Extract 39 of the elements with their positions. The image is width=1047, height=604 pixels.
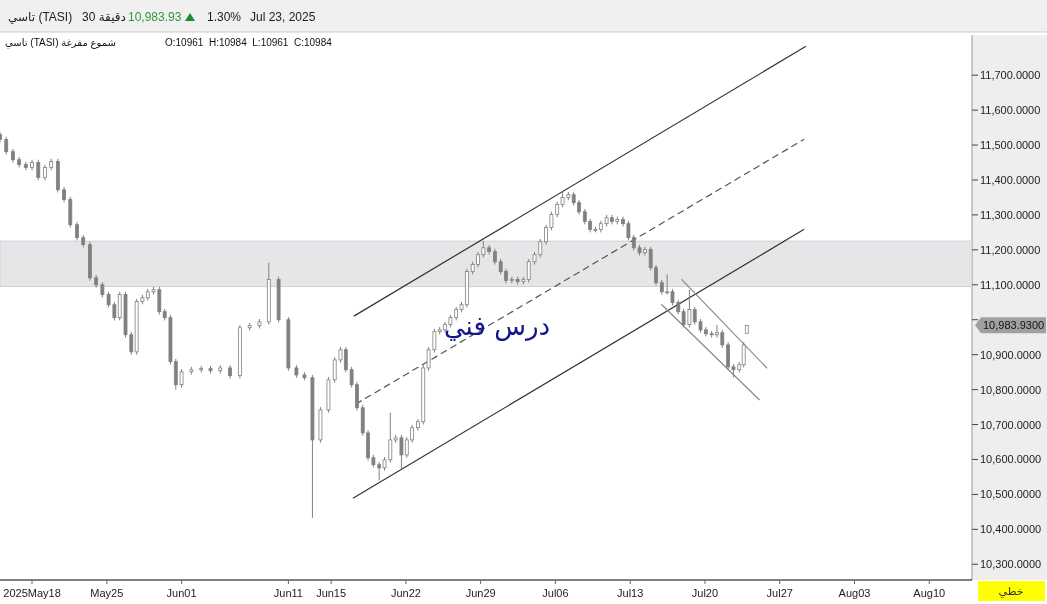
x-tick-label: Jul13 bbox=[617, 587, 644, 599]
text: خطي bbox=[998, 585, 1024, 598]
text: 10,983.93 bbox=[128, 10, 182, 24]
annotation: تاسي (TASI) شموع مفرغة bbox=[5, 37, 116, 49]
y-tick-label: 11,300.0000 bbox=[980, 208, 1041, 221]
x-tick-label: Jun11 bbox=[273, 587, 303, 599]
text: 10,983.9300 bbox=[983, 319, 1045, 332]
y-tick-label: 10,300.0000 bbox=[980, 558, 1042, 571]
y-tick-label: 10,800.0000 bbox=[980, 383, 1042, 396]
x-tick-label: Jun01 bbox=[166, 587, 197, 599]
y-tick-label: 11,600.0000 bbox=[980, 104, 1041, 117]
y-tick-label: 11,500.0000 bbox=[980, 139, 1041, 152]
x-tick-label: May25 bbox=[90, 587, 124, 599]
x-tick-label: Jul06 bbox=[542, 587, 569, 599]
candlestick bbox=[75, 221, 79, 241]
chart-title: تاسي (TASI) bbox=[8, 10, 73, 24]
candlestick bbox=[36, 159, 41, 181]
annotation: O:10961 H:10984 L:10961 C:10984 bbox=[165, 37, 333, 48]
x-tick-label: 2025May18 bbox=[3, 587, 61, 599]
text: 30 دقيقة bbox=[82, 10, 126, 24]
text: Jul 23, 2025 bbox=[250, 10, 316, 24]
y-tick-label: 10,900.0000 bbox=[980, 348, 1042, 361]
y-tick-label: 11,700.0000 bbox=[980, 69, 1041, 82]
x-tick-label: Jul27 bbox=[766, 587, 793, 599]
x-tick-label: Aug10 bbox=[913, 587, 946, 599]
x-tick-label: Jun29 bbox=[465, 587, 496, 599]
y-tick-label: 11,400.0000 bbox=[980, 173, 1041, 186]
annotation: درس فني bbox=[443, 311, 551, 341]
x-tick-label: Jun22 bbox=[390, 587, 421, 599]
x-tick-label: Jul20 bbox=[691, 587, 719, 599]
y-tick-label: 10,700.0000 bbox=[980, 418, 1042, 431]
y-tick-label: 11,100.0000 bbox=[980, 278, 1041, 291]
x-tick-label: Jun15 bbox=[316, 587, 347, 599]
y-tick-label: 10,400.0000 bbox=[980, 523, 1042, 536]
text: 1.30% bbox=[207, 10, 242, 24]
x-tick-label: Aug03 bbox=[838, 587, 871, 599]
y-tick-label: 11,200.0000 bbox=[980, 243, 1041, 256]
y-tick-label: 10,600.0000 bbox=[980, 453, 1042, 466]
y-tick-label: 10,500.0000 bbox=[980, 488, 1042, 501]
